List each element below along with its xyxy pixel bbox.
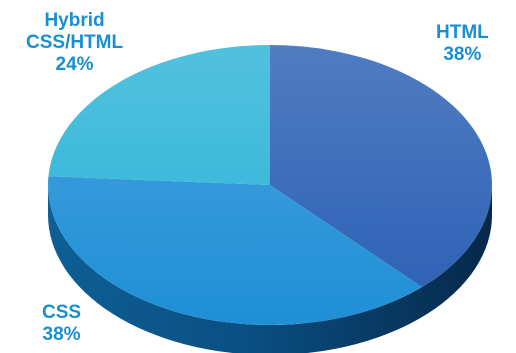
slice-label-css: CSS 38% [42,302,81,346]
slice-value-css: 38% [42,324,81,345]
slice-label-html-line1: HTML [436,22,489,43]
pie-side-wall [48,185,492,353]
slice-label-hybrid-line1: Hybrid [44,10,105,31]
slice-label-css-line1: CSS [42,302,82,323]
slice-value-html: 38% [443,44,482,65]
pie-highlight [48,45,492,325]
slice-value-hybrid: 24% [55,54,94,75]
slice-label-hybrid-line2: CSS/HTML [26,32,124,53]
slice-label-hybrid: Hybrid CSS/HTML 24% [26,10,123,76]
slice-label-html: HTML 38% [436,22,489,66]
